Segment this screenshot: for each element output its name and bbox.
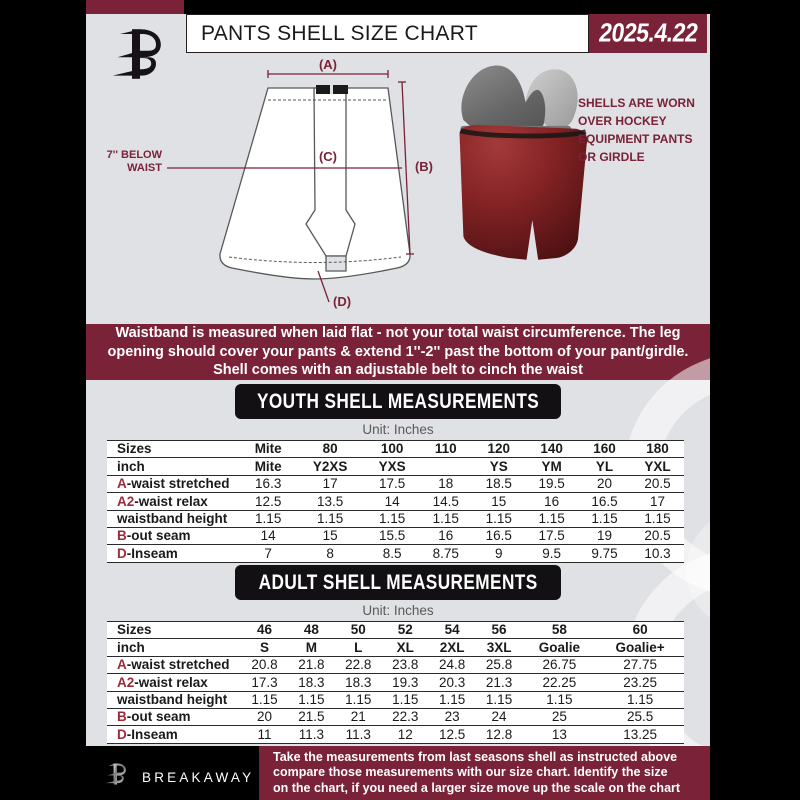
svg-text:WAIST: WAIST (127, 162, 162, 174)
svg-text:(B): (B) (415, 159, 433, 174)
svg-text:(A): (A) (319, 58, 337, 72)
svg-text:7'' BELOW: 7'' BELOW (107, 149, 163, 161)
svg-text:(C): (C) (319, 149, 337, 164)
svg-text:(D): (D) (333, 294, 351, 309)
